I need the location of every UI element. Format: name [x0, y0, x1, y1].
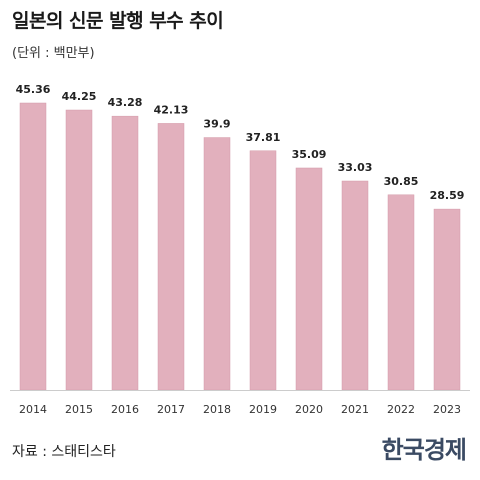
x-tick-2023: 2023 [433, 403, 461, 416]
bar-2017 [157, 123, 185, 391]
data-label-2018: 39.9 [203, 118, 230, 131]
data-label-2020: 35.09 [292, 148, 327, 161]
bar-2019 [249, 150, 277, 391]
x-tick-2016: 2016 [111, 403, 139, 416]
x-tick-labels-group: 2014 2015 2016 2017 2018 2019 2020 2021 2022 2023 [19, 403, 461, 416]
bar-2014 [19, 102, 47, 391]
data-label-2023: 28.59 [430, 189, 465, 202]
x-tick-2020: 2020 [295, 403, 323, 416]
bar-chart: 45.36 44.25 43.28 42.13 39.9 37.81 35.09 33.03 3… [10, 83, 470, 416]
bar-2018 [203, 137, 231, 391]
unit-label: (단위 : 백만부) [12, 46, 95, 61]
x-tick-2015: 2015 [65, 403, 93, 416]
bar-2022 [387, 194, 415, 391]
data-label-2021: 33.03 [338, 161, 373, 174]
data-label-2017: 42.13 [154, 103, 189, 116]
data-label-2016: 43.28 [108, 96, 143, 109]
bar-2020 [295, 167, 323, 391]
data-labels-group: 45.36 44.25 43.28 42.13 39.9 37.81 35.09 33.03 3… [16, 83, 465, 202]
source-note: 자료 : 스태티스타 [12, 444, 116, 460]
data-label-2014: 45.36 [16, 83, 51, 96]
publisher-logo: 한국경제 [381, 435, 467, 464]
bars-group [19, 102, 461, 391]
x-tick-2018: 2018 [203, 403, 231, 416]
bar-2021 [341, 180, 369, 391]
bar-2016 [111, 115, 139, 391]
bar-2023 [433, 208, 461, 391]
bar-2015 [65, 109, 93, 391]
x-tick-2019: 2019 [249, 403, 277, 416]
data-label-2022: 30.85 [384, 175, 419, 188]
x-tick-2021: 2021 [341, 403, 369, 416]
x-tick-2014: 2014 [19, 403, 47, 416]
chart-title: 일본의 신문 발행 부수 추이 [12, 10, 224, 32]
data-label-2015: 44.25 [62, 90, 97, 103]
x-tick-2017: 2017 [157, 403, 185, 416]
x-tick-2022: 2022 [387, 403, 415, 416]
data-label-2019: 37.81 [246, 131, 281, 144]
